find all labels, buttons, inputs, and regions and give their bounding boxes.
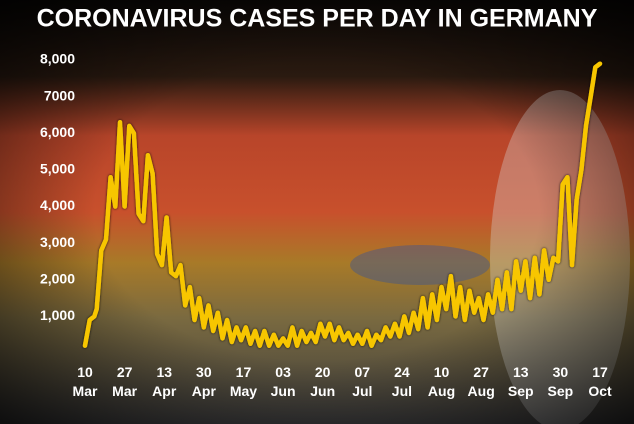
y-tick-label: 3,000 (40, 234, 75, 250)
x-tick-label: 13 Apr (152, 364, 177, 399)
x-tick-label-line: 30 (553, 364, 569, 380)
x-tick-label-line: Sep (508, 383, 534, 399)
x-tick-label-line: Jul (352, 383, 372, 399)
x-tick-label: 24 Jul (392, 364, 412, 399)
x-tick-label: 07 Jul (352, 364, 372, 399)
x-tick-label-line: Aug (428, 383, 455, 399)
y-tick-label: 5,000 (40, 161, 75, 177)
x-tick-label: 30 Sep (548, 364, 574, 399)
x-tick-label-line: 10 (434, 364, 450, 380)
x-tick-label: 27 Aug (468, 364, 495, 399)
x-tick-label-line: 24 (394, 364, 410, 380)
y-tick-label: 1,000 (40, 307, 75, 323)
x-tick-label: 03 Jun (271, 364, 296, 399)
x-tick-label-line: Jun (271, 383, 296, 399)
y-tick-label: 2,000 (40, 270, 75, 286)
x-tick-label: 17 Oct (588, 364, 612, 399)
y-tick-label: 8,000 (40, 51, 75, 67)
x-tick-label-line: 17 (592, 364, 608, 380)
y-tick-label: 4,000 (40, 197, 75, 213)
x-tick-label-line: 13 (513, 364, 529, 380)
x-tick-label: 17 May (230, 364, 257, 399)
y-tick-label: 6,000 (40, 124, 75, 140)
x-tick-label: 13 Sep (508, 364, 534, 399)
x-tick-label: 10 Aug (428, 364, 455, 399)
x-tick-label: 20 Jun (310, 364, 335, 399)
x-tick-label-line: Mar (73, 383, 98, 399)
x-tick-label-line: 13 (156, 364, 172, 380)
x-tick-label-line: 07 (355, 364, 371, 380)
x-tick-label-line: 03 (275, 364, 291, 380)
x-tick-label-line: Aug (468, 383, 495, 399)
x-tick-label-line: 27 (117, 364, 133, 380)
x-tick-label-line: Jun (310, 383, 335, 399)
y-tick-label: 7000 (44, 87, 75, 103)
x-tick-label: 30 Apr (192, 364, 217, 399)
x-tick-label: 27 Mar (112, 364, 137, 399)
x-tick-label-line: 30 (196, 364, 212, 380)
chart-title: CORONAVIRUS CASES PER DAY IN GERMANY (37, 5, 598, 33)
x-tick-label: 10 Mar (73, 364, 98, 399)
x-tick-label-line: 17 (236, 364, 252, 380)
x-tick-label-line: Mar (112, 383, 137, 399)
series-line (82, 61, 603, 348)
x-tick-label-line: Sep (548, 383, 574, 399)
x-tick-label-line: Jul (392, 383, 412, 399)
x-tick-label-line: 20 (315, 364, 331, 380)
x-tick-label-line: May (230, 383, 257, 399)
x-tick-label-line: Oct (588, 383, 612, 399)
x-tick-label-line: 27 (473, 364, 489, 380)
x-tick-label-line: 10 (77, 364, 93, 380)
x-tick-label-line: Apr (192, 383, 217, 399)
x-tick-label-line: Apr (152, 383, 177, 399)
